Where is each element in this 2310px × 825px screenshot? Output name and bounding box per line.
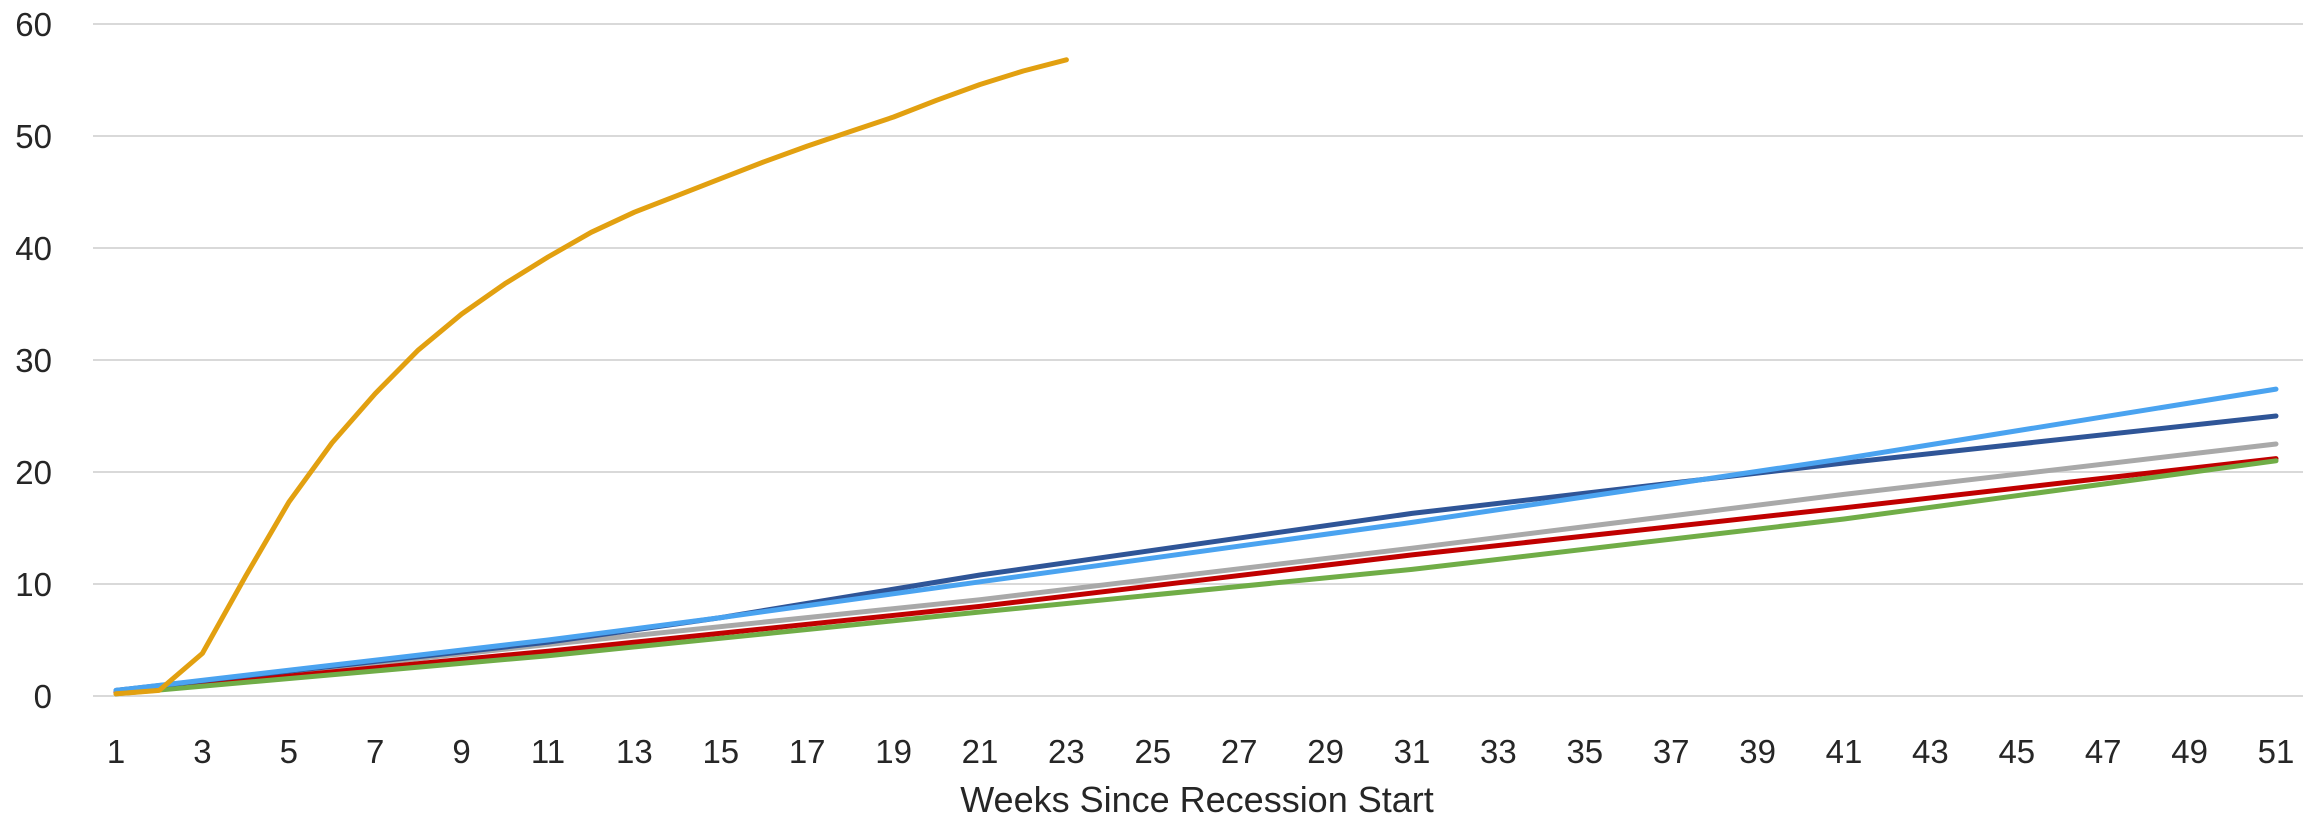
series-line-3 — [113, 458, 2279, 697]
x-tick-labels: 1 3 5 7 9 11 13 15 17 19 21 23 25 27 29 31 33 35 37 39 41 43 4… — [107, 733, 2295, 770]
y-tick-label: 20 — [15, 454, 52, 491]
series-line-2 — [113, 456, 2279, 696]
y-tick-labels: 0 10 20 30 40 50 60 — [15, 6, 52, 715]
y-tick-label: 30 — [15, 342, 52, 379]
x-tick-label: 9 — [452, 733, 470, 770]
x-tick-label: 29 — [1307, 733, 1344, 770]
x-tick-label: 31 — [1394, 733, 1431, 770]
series-line-6 — [113, 57, 1069, 697]
x-tick-label: 47 — [2085, 733, 2122, 770]
x-tick-label: 11 — [531, 733, 565, 770]
x-tick-label: 49 — [2171, 733, 2208, 770]
x-tick-label: 45 — [1998, 733, 2035, 770]
y-tick-label: 50 — [15, 118, 52, 155]
series-line-5 — [113, 386, 2279, 693]
y-tick-label: 0 — [34, 678, 52, 715]
x-tick-label: 39 — [1739, 733, 1776, 770]
series-lines — [113, 57, 2279, 697]
x-tick-label: 3 — [193, 733, 211, 770]
gridlines — [93, 23, 2303, 697]
x-tick-label: 41 — [1826, 733, 1863, 770]
y-tick-label: 60 — [15, 6, 52, 43]
x-tick-label: 19 — [875, 733, 912, 770]
x-tick-label: 43 — [1912, 733, 1949, 770]
x-tick-label: 1 — [107, 733, 125, 770]
x-tick-label: 5 — [280, 733, 298, 770]
x-tick-label: 13 — [616, 733, 653, 770]
x-tick-label: 15 — [702, 733, 739, 770]
x-axis-title: Weeks Since Recession Start — [960, 779, 1434, 820]
x-tick-label: 21 — [962, 733, 999, 770]
x-tick-label: 17 — [789, 733, 826, 770]
y-tick-label: 10 — [15, 566, 52, 603]
x-tick-label: 7 — [366, 733, 384, 770]
x-tick-label: 35 — [1566, 733, 1603, 770]
x-tick-label: 51 — [2258, 733, 2295, 770]
y-tick-label: 40 — [15, 230, 52, 267]
x-tick-label: 33 — [1480, 733, 1517, 770]
x-tick-label: 25 — [1134, 733, 1171, 770]
x-tick-label: 37 — [1653, 733, 1690, 770]
x-tick-label: 23 — [1048, 733, 1085, 770]
x-tick-label: 27 — [1221, 733, 1258, 770]
